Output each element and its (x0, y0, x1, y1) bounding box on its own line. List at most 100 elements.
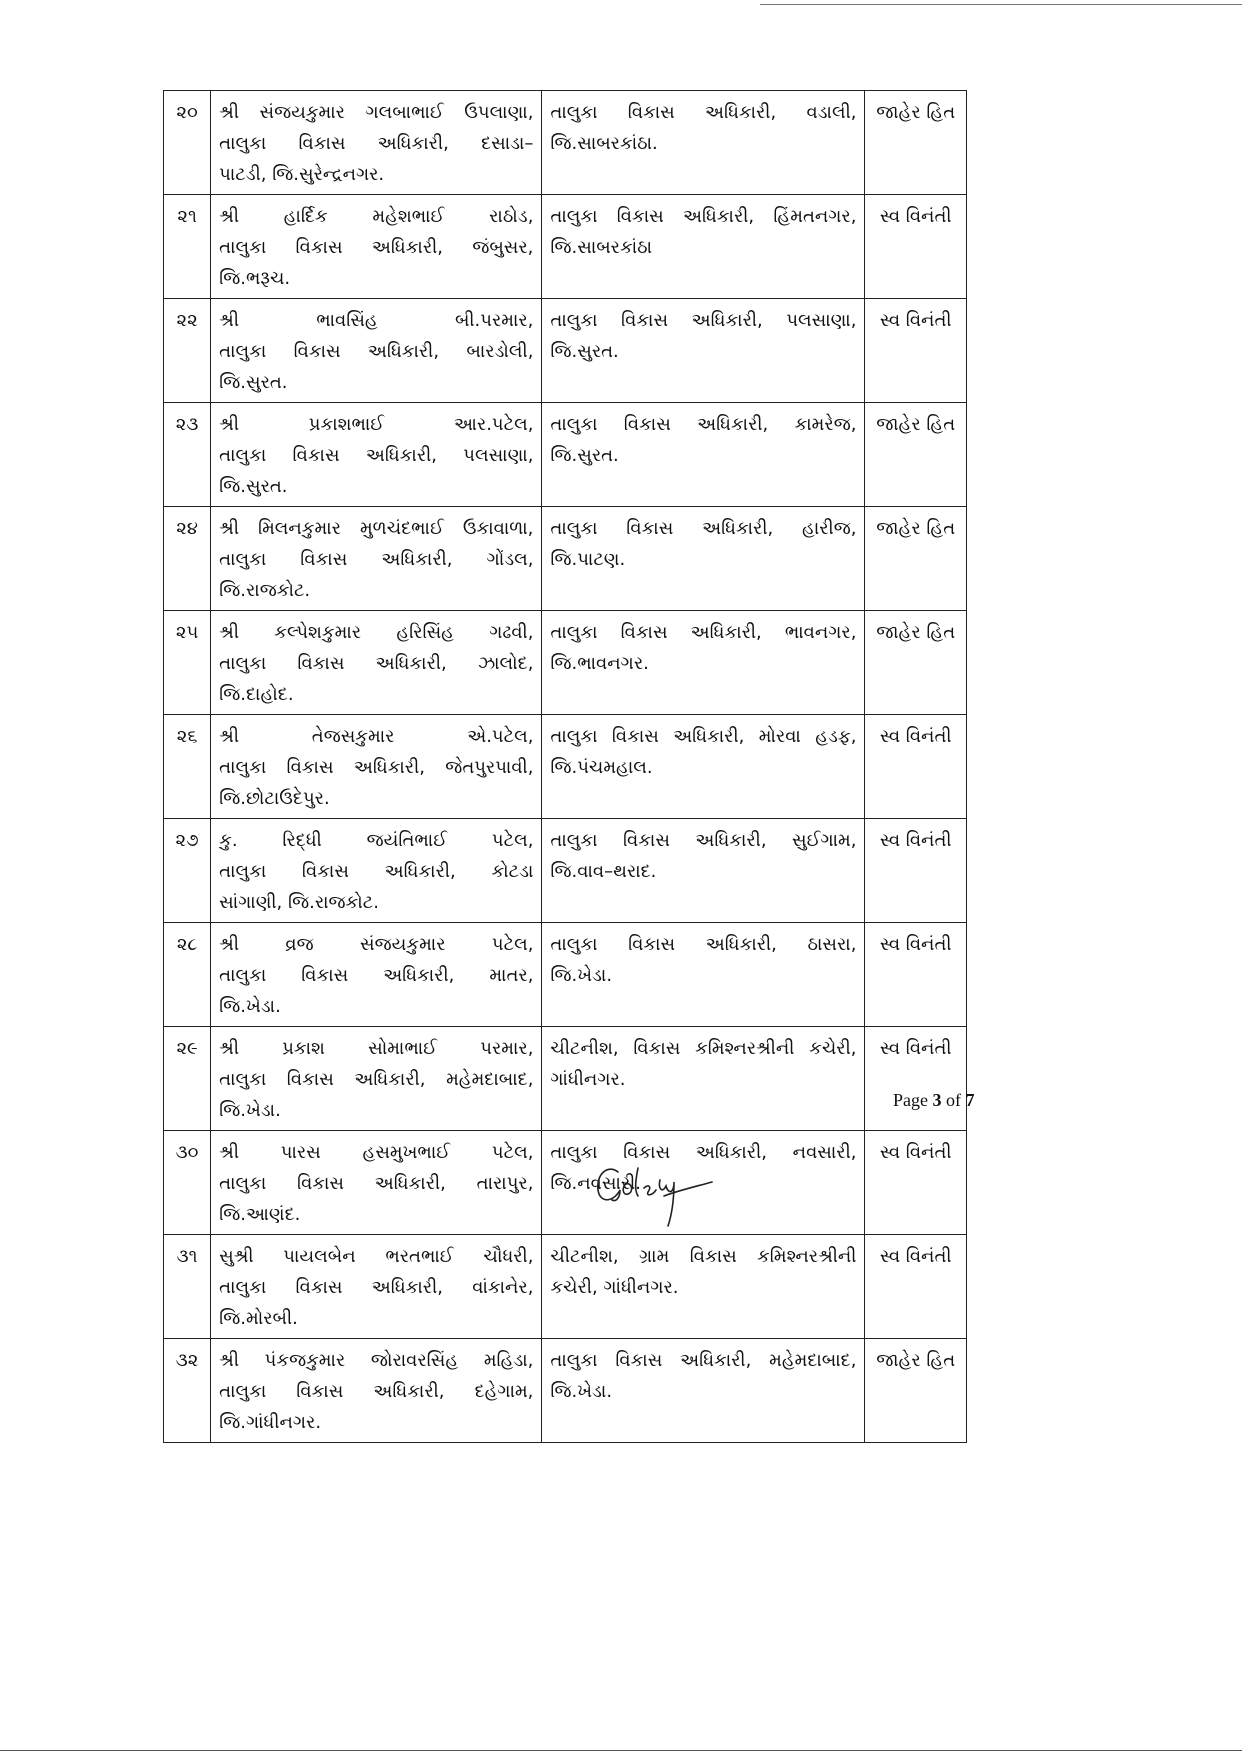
reason-cell: સ્વ વિનંતી (864, 1130, 967, 1235)
post-line: તાલુકા વિકાસ અધિકારી, કામરેજ, (550, 414, 857, 435)
post-line: ચીટનીશ, વિકાસ કમિશ્નરશ્રીની કચેરી, (550, 1038, 857, 1059)
name-line: જિ.રાજકોટ. (219, 580, 311, 601)
new-posting-cell: તાલુકા વિકાસ અધિકારી, ભાવનગર, જિ.ભાવનગર. (541, 610, 866, 715)
table-row: ૩૨ શ્રી પંકજકુમાર જોરાવરસિંહ મહિડા, તાલુકા… (162, 1338, 967, 1443)
new-posting-cell: તાલુકા વિકાસ અધિકારી, સુઈગામ, જિ.વાવ–થરાદ… (541, 818, 866, 923)
serial-number-cell: ૩૧ (162, 1234, 212, 1339)
name-line: જિ.ખેડા. (219, 996, 281, 1017)
reason-cell: સ્વ વિનંતી (864, 1026, 967, 1131)
officer-name-cell: શ્રી પારસ હસમુખભાઈ પટેલ, તાલુકા વિકાસ અધિ… (210, 1130, 543, 1235)
officer-name-cell: શ્રી પંકજકુમાર જોરાવરસિંહ મહિડા, તાલુકા વ… (210, 1338, 543, 1443)
post-line: તાલુકા વિકાસ અધિકારી, ઠાસરા, (550, 934, 857, 955)
table-row: ૨૩ શ્રી પ્રકાશભાઈ આર.પટેલ, તાલુકા વિકાસ અધ… (162, 402, 967, 507)
serial-number-cell: ૨૯ (162, 1026, 212, 1131)
post-line: તાલુકા વિકાસ અધિકારી, મોરવા હડફ, (550, 726, 857, 747)
post-line: જિ.સુરત. (550, 341, 619, 362)
post-line: જિ.ખેડા. (550, 965, 613, 986)
reason-cell: સ્વ વિનંતી (864, 922, 967, 1027)
table-row: ૨૬ શ્રી તેજસકુમાર એ.પટેલ, તાલુકા વિકાસ અધિ… (162, 714, 967, 819)
table-body: ૨૦ શ્રી સંજયકુમાર ગલબાભાઈ ઉપલાણા, તાલુકા વ… (162, 90, 967, 1443)
new-posting-cell: ચીટનીશ, વિકાસ કમિશ્નરશ્રીની કચેરી, ગાંધીન… (541, 1026, 866, 1131)
officer-name-cell: કુ. રિદ્ધી જયંતિભાઈ પટેલ, તાલુકા વિકાસ અધ… (210, 818, 543, 923)
name-line: તાલુકા વિકાસ અધિકારી, દહેગામ, (219, 1381, 534, 1402)
name-line: તાલુકા વિકાસ અધિકારી, માતર, (219, 965, 534, 986)
post-line: તાલુકા વિકાસ અધિકારી, નવસારી, (550, 1142, 857, 1163)
signature (597, 1167, 713, 1227)
post-line: જિ.ભાવનગર. (550, 653, 649, 674)
serial-number-cell: ૨૪ (162, 506, 212, 611)
reason-cell: જાહેર હિત (864, 506, 967, 611)
name-line: શ્રી કલ્પેશકુમાર હરિસિંહ ગઢવી, (219, 622, 534, 643)
name-line: શ્રી હાર્દિક મહેશભાઈ રાઠોડ, (219, 206, 534, 227)
officer-name-cell: શ્રી ભાવસિંહ બી.પરમાર, તાલુકા વિકાસ અધિકા… (210, 298, 543, 403)
officer-name-cell: શ્રી પ્રકાશ સોમાભાઈ પરમાર, તાલુકા વિકાસ અ… (210, 1026, 543, 1131)
table-row: ૨૫ શ્રી કલ્પેશકુમાર હરિસિંહ ગઢવી, તાલુકા વ… (162, 610, 967, 715)
name-line: શ્રી પ્રકાશભાઈ આર.પટેલ, (219, 414, 534, 435)
new-posting-cell: તાલુકા વિકાસ અધિકારી, ઠાસરા, જિ.ખેડા. (541, 922, 866, 1027)
serial-number-cell: ૩૨ (162, 1338, 212, 1443)
reason-cell: જાહેર હિત (864, 90, 967, 195)
name-line: તાલુકા વિકાસ અધિકારી, દસાડા– (219, 133, 534, 154)
name-line: શ્રી તેજસકુમાર એ.પટેલ, (219, 726, 534, 747)
officer-name-cell: શ્રી વ્રજ સંજયકુમાર પટેલ, તાલુકા વિકાસ અધ… (210, 922, 543, 1027)
name-line: તાલુકા વિકાસ અધિકારી, ગોંડલ, (219, 549, 534, 570)
new-posting-cell: તાલુકા વિકાસ અધિકારી, કામરેજ, જિ.સુરત. (541, 402, 866, 507)
serial-number-cell: ૨૬ (162, 714, 212, 819)
reason-cell: સ્વ વિનંતી (864, 818, 967, 923)
table-row: ૨૦ શ્રી સંજયકુમાર ગલબાભાઈ ઉપલાણા, તાલુકા વ… (162, 90, 967, 195)
name-line: જિ.ગાંધીનગર. (219, 1412, 322, 1433)
top-rule (760, 4, 1242, 5)
bottom-rule (0, 1750, 1242, 1751)
name-line: જિ.આણંદ. (219, 1204, 301, 1225)
name-line: સુશ્રી પાયલબેન ભરતભાઈ ચૌધરી, (219, 1246, 534, 1267)
table-row: ૩૦ શ્રી પારસ હસમુખભાઈ પટેલ, તાલુકા વિકાસ અ… (162, 1130, 967, 1235)
serial-number-cell: ૨૨ (162, 298, 212, 403)
officer-name-cell: શ્રી મિલનકુમાર મુળચંદભાઈ ઉકાવાળા, તાલુકા … (210, 506, 543, 611)
serial-number-cell: ૨૫ (162, 610, 212, 715)
post-line: ગાંધીનગર. (550, 1069, 626, 1090)
officer-name-cell: શ્રી પ્રકાશભાઈ આર.પટેલ, તાલુકા વિકાસ અધિક… (210, 402, 543, 507)
post-line: ચીટનીશ, ગ્રામ વિકાસ કમિશ્નરશ્રીની (550, 1246, 857, 1267)
reason-cell: જાહેર હિત (864, 402, 967, 507)
post-line: જિ.પંચમહાલ. (550, 757, 653, 778)
table-row: ૨૪ શ્રી મિલનકુમાર મુળચંદભાઈ ઉકાવાળા, તાલુક… (162, 506, 967, 611)
new-posting-cell: તાલુકા વિકાસ અધિકારી, વડાલી, જિ.સાબરકાંઠા… (541, 90, 866, 195)
name-line: તાલુકા વિકાસ અધિકારી, વાંકાનેર, (219, 1277, 534, 1298)
name-line: જિ.સુરત. (219, 372, 288, 393)
reason-cell: જાહેર હિત (864, 1338, 967, 1443)
post-line: જિ.પાટણ. (550, 549, 626, 570)
name-line: તાલુકા વિકાસ અધિકારી, તારાપુર, (219, 1173, 534, 1194)
table-row: ૨૯ શ્રી પ્રકાશ સોમાભાઈ પરમાર, તાલુકા વિકાસ… (162, 1026, 967, 1131)
post-line: જિ.વાવ–થરાદ. (550, 861, 657, 882)
new-posting-cell: તાલુકા વિકાસ અધિકારી, હિંમતનગર, જિ.સાબરકા… (541, 194, 866, 299)
name-line: શ્રી પંકજકુમાર જોરાવરસિંહ મહિડા, (219, 1350, 534, 1371)
name-line: પાટડી, જિ.સુરેન્દ્રનગર. (219, 164, 385, 185)
post-line: જિ.સાબરકાંઠા (550, 237, 652, 258)
page-current: 3 (932, 1090, 942, 1110)
new-posting-cell: તાલુકા વિકાસ અધિકારી, પલસાણા, જિ.સુરત. (541, 298, 866, 403)
post-line: તાલુકા વિકાસ અધિકારી, ભાવનગર, (550, 622, 857, 643)
post-line: તાલુકા વિકાસ અધિકારી, મહેમદાબાદ, (550, 1350, 857, 1371)
reason-cell: સ્વ વિનંતી (864, 714, 967, 819)
reason-cell: જાહેર હિત (864, 610, 967, 715)
officer-name-cell: શ્રી તેજસકુમાર એ.પટેલ, તાલુકા વિકાસ અધિકા… (210, 714, 543, 819)
name-line: તાલુકા વિકાસ અધિકારી, જેતપુરપાવી, (219, 757, 534, 778)
serial-number-cell: ૨૮ (162, 922, 212, 1027)
name-line: તાલુકા વિકાસ અધિકારી, ઝાલોદ, (219, 653, 534, 674)
name-line: શ્રી પ્રકાશ સોમાભાઈ પરમાર, (219, 1038, 534, 1059)
name-line: તાલુકા વિકાસ અધિકારી, કોટડા (219, 861, 534, 882)
name-line: શ્રી ભાવસિંહ બી.પરમાર, (219, 310, 534, 331)
post-line: તાલુકા વિકાસ અધિકારી, સુઈગામ, (550, 830, 857, 851)
new-posting-cell: ચીટનીશ, ગ્રામ વિકાસ કમિશ્નરશ્રીની કચેરી, … (541, 1234, 866, 1339)
table-row: ૨૮ શ્રી વ્રજ સંજયકુમાર પટેલ, તાલુકા વિકાસ … (162, 922, 967, 1027)
table-row: ૨૧ શ્રી હાર્દિક મહેશભાઈ રાઠોડ, તાલુકા વિકા… (162, 194, 967, 299)
name-line: જિ.ખેડા. (219, 1100, 281, 1121)
name-line: શ્રી મિલનકુમાર મુળચંદભાઈ ઉકાવાળા, (219, 518, 534, 539)
name-line: જિ.ભરૂચ. (219, 268, 291, 289)
post-line: જિ.સુરત. (550, 445, 619, 466)
officer-name-cell: શ્રી હાર્દિક મહેશભાઈ રાઠોડ, તાલુકા વિકાસ … (210, 194, 543, 299)
table-row: ૨૨ શ્રી ભાવસિંહ બી.પરમાર, તાલુકા વિકાસ અધિ… (162, 298, 967, 403)
new-posting-cell: તાલુકા વિકાસ અધિકારી, મહેમદાબાદ, જિ.ખેડા. (541, 1338, 866, 1443)
page-number: Page 3 of 7 (893, 1090, 975, 1111)
officer-name-cell: શ્રી સંજયકુમાર ગલબાભાઈ ઉપલાણા, તાલુકા વિક… (210, 90, 543, 195)
